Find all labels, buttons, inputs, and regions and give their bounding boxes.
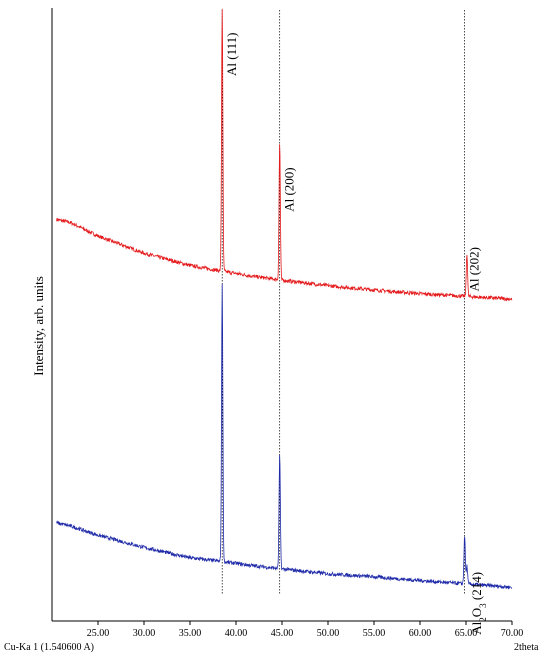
x-tick-label: 60.00 xyxy=(409,628,432,639)
series-line-2 xyxy=(56,284,513,590)
x-tick-label: 55.00 xyxy=(363,628,386,639)
y-axis-label: Intensity, arb. units xyxy=(31,276,46,376)
peak-label: Al2O3 (214) xyxy=(469,572,488,635)
x-tick-label: 30.00 xyxy=(133,628,156,639)
x-tick-label: 65.00 xyxy=(455,628,478,639)
series-line-1 xyxy=(56,8,513,302)
x-tick-label: 50.00 xyxy=(317,628,340,639)
x-tick-label: 25.00 xyxy=(87,628,110,639)
x-tick-label: 70.00 xyxy=(501,628,524,639)
peak-label: Al (200) xyxy=(282,167,297,211)
peak-label: Al (202) xyxy=(467,247,482,291)
peak-label: Al (111) xyxy=(224,33,239,76)
x-axis-ticks: 25.00 30.00 35.00 40.00 45.00 50.00 55.00 60.00… xyxy=(87,621,524,639)
x-tick-label: 35.00 xyxy=(179,628,202,639)
source-label: Cu-Ka 1 (1.540600 A) xyxy=(4,642,94,653)
peak-annotations: Al (111) Al (200) Al (202) Al2O3 (214) xyxy=(224,33,488,635)
reference-lines xyxy=(221,10,465,595)
x-tick-label: 40.00 xyxy=(225,628,248,639)
series-layer xyxy=(56,8,513,590)
x-tick-label: 45.00 xyxy=(271,628,294,639)
x-axis-label: 2theta xyxy=(514,642,539,653)
